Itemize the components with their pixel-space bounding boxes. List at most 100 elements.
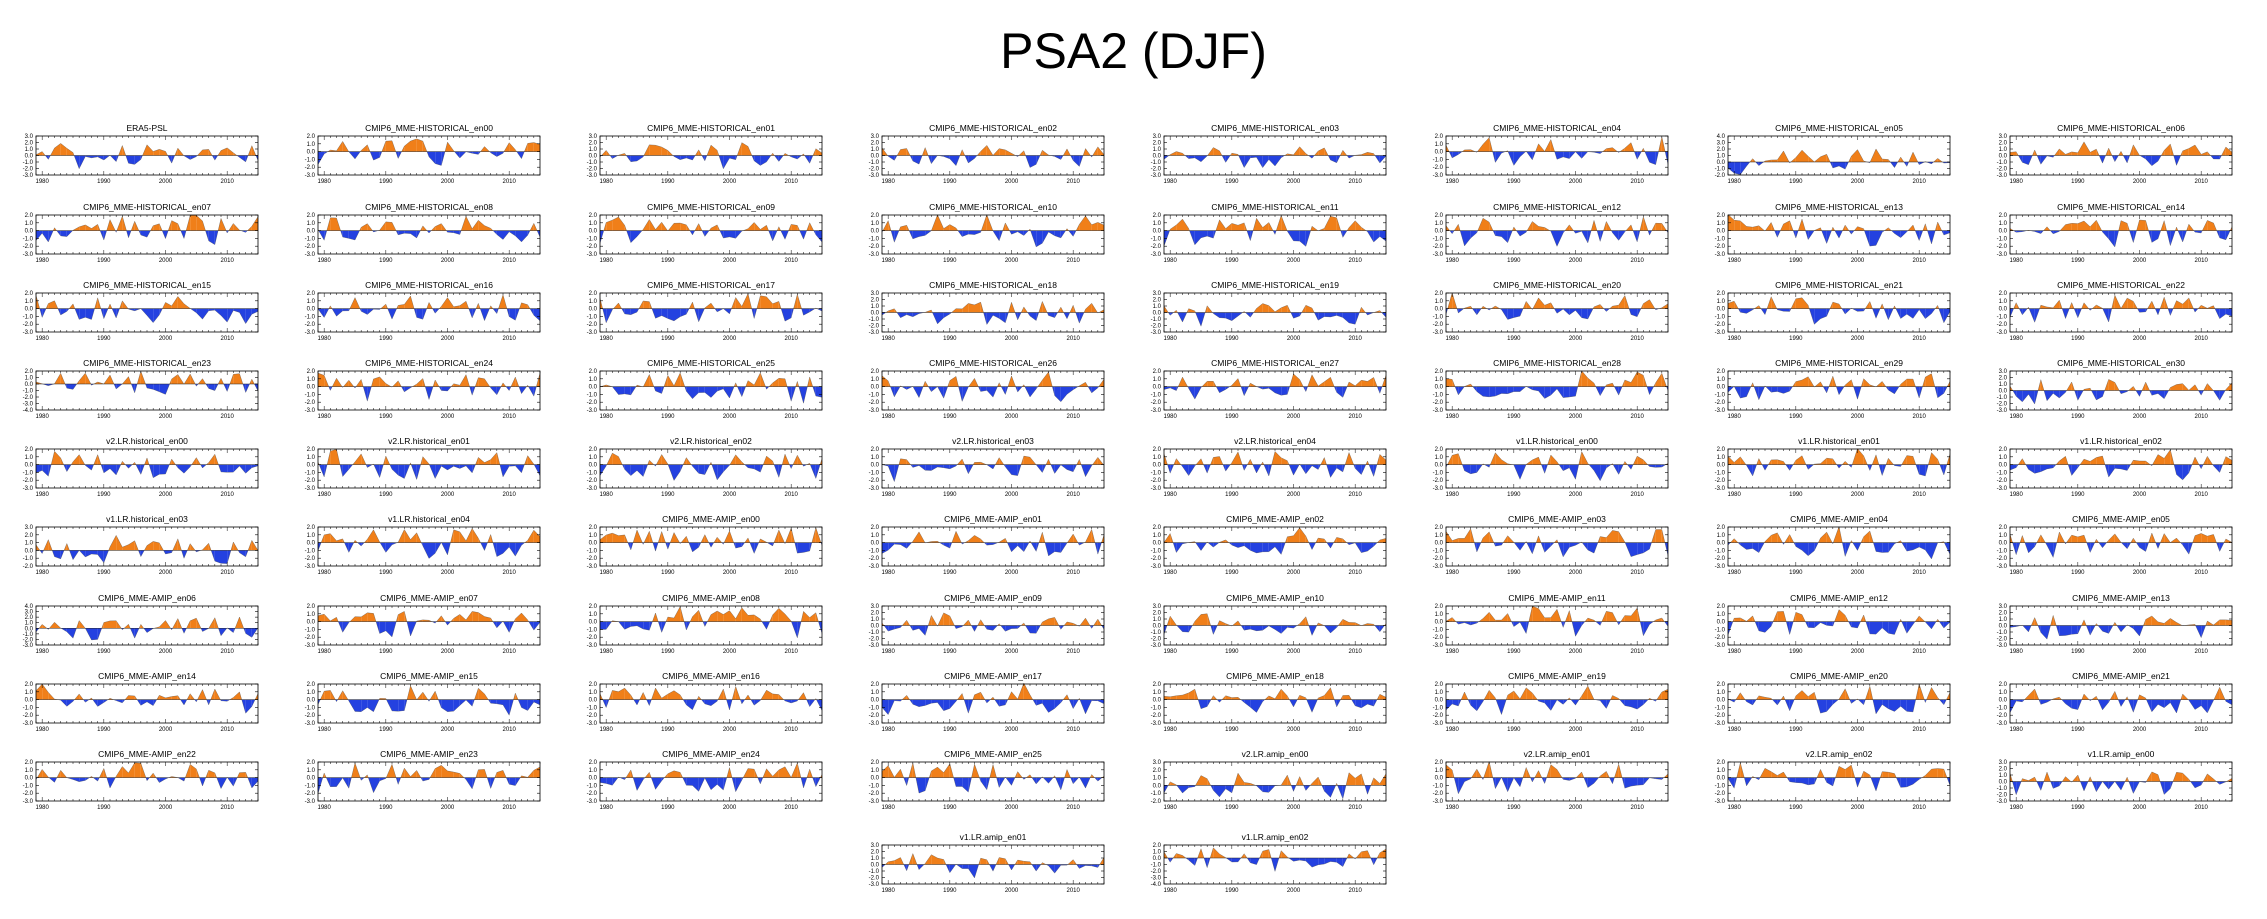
y-tick-label: -2.0 xyxy=(305,165,316,171)
x-tick-label: 2010 xyxy=(1630,258,1644,264)
positive-area xyxy=(1740,220,1747,231)
positive-area xyxy=(766,296,773,309)
positive-area xyxy=(1857,226,1864,231)
negative-area xyxy=(66,230,73,237)
negative-area xyxy=(626,230,631,243)
negative-area xyxy=(2219,230,2226,240)
positive-area xyxy=(1287,153,1294,156)
negative-area xyxy=(1024,386,1030,398)
y-tick-label: -1.0 xyxy=(23,236,34,242)
negative-area xyxy=(1839,386,1845,395)
negative-area xyxy=(791,308,794,318)
positive-area xyxy=(655,222,662,231)
negative-area xyxy=(2151,155,2158,166)
positive-area xyxy=(221,147,228,156)
negative-area xyxy=(1740,162,1747,175)
panel-CMIP6_MME-HISTORICAL_en02: CMIP6_MME-HISTORICAL_en02 3.0 2.0 1.0 0.0 -1.… xyxy=(850,120,1112,193)
positive-area xyxy=(1276,215,1282,231)
positive-area xyxy=(190,215,197,231)
y-tick-label: 1.0 xyxy=(1435,299,1444,305)
x-tick-label: 2000 xyxy=(1287,258,1301,264)
negative-area xyxy=(1644,151,1650,163)
y-tick-label: -2.0 xyxy=(869,167,880,173)
negative-area xyxy=(1777,308,1784,312)
positive-area xyxy=(1947,381,1950,387)
x-tick-label: 2010 xyxy=(220,336,234,342)
y-tick-label: -3.0 xyxy=(305,330,316,336)
negative-area xyxy=(1452,151,1459,158)
positive-area xyxy=(1170,151,1177,156)
negative-area xyxy=(2053,230,2060,234)
x-tick-label: 2000 xyxy=(1287,414,1301,420)
negative-area xyxy=(318,151,325,165)
y-tick-label: -2.0 xyxy=(1433,400,1444,406)
positive-area xyxy=(689,302,693,309)
y-tick-label: 4.0 xyxy=(1717,134,1726,140)
positive-area xyxy=(1097,222,1104,231)
x-tick-label: 1990 xyxy=(97,258,111,264)
positive-area xyxy=(459,301,466,309)
panel-title: ERA5-PSL xyxy=(126,123,167,133)
x-tick-label: 1980 xyxy=(1727,336,1741,342)
panel-chart: CMIP6_MME-HISTORICAL_en28 2.0 1.0 0.0-1.0 -2… xyxy=(1433,358,1669,420)
y-tick-label: -1.0 xyxy=(1151,392,1162,398)
negative-area xyxy=(227,308,234,323)
negative-area xyxy=(1060,155,1064,160)
positive-area xyxy=(373,376,380,387)
y-tick-label: -2.0 xyxy=(1997,402,2008,408)
positive-area xyxy=(1913,379,1916,387)
negative-area xyxy=(1853,386,1858,400)
positive-area xyxy=(1446,378,1453,387)
panel-chart: CMIP6_MME-HISTORICAL_en06 3.02.01.00.0-1.… xyxy=(1997,123,2233,185)
negative-area xyxy=(928,386,932,392)
y-tick-label: 2.0 xyxy=(871,213,880,219)
positive-area xyxy=(2118,151,2121,156)
panel-chart: CMIP6_MME-HISTORICAL_en03 3.02.01.00.0-1.… xyxy=(1151,123,1387,185)
panel-title: CMIP6_MME-HISTORICAL_en00 xyxy=(365,123,493,133)
negative-area xyxy=(2028,390,2035,405)
negative-area xyxy=(435,308,440,314)
series-line xyxy=(35,215,259,245)
negative-area xyxy=(1839,162,1846,170)
negative-area xyxy=(943,312,950,318)
negative-area xyxy=(36,230,43,241)
x-tick-label: 1990 xyxy=(943,414,957,420)
series-line xyxy=(2009,219,2233,248)
x-tick-label: 1990 xyxy=(661,414,675,420)
y-tick-label: 0.0 xyxy=(1435,307,1444,313)
negative-area xyxy=(1001,386,1006,395)
panel-chart: CMIP6_MME-HISTORICAL_en01 3.02.01.00.0-1.… xyxy=(587,123,823,185)
negative-area xyxy=(1379,230,1386,242)
negative-area xyxy=(239,155,246,162)
y-tick-label: 1.0 xyxy=(25,299,34,305)
negative-area xyxy=(1216,386,1220,393)
negative-area xyxy=(909,230,913,239)
x-tick-label: 2010 xyxy=(1066,179,1080,185)
negative-area xyxy=(2102,230,2109,239)
negative-area xyxy=(2074,390,2078,401)
positive-area xyxy=(999,148,1006,156)
panel-title: CMIP6_MME-HISTORICAL_en22 xyxy=(2057,280,2185,290)
negative-area xyxy=(1213,312,1220,318)
y-tick-label: 0.0 xyxy=(1153,229,1162,235)
positive-area xyxy=(801,153,804,156)
negative-area xyxy=(2158,155,2162,162)
negative-area xyxy=(1795,230,1799,239)
y-tick-label: -1.0 xyxy=(1433,236,1444,242)
panel-title: CMIP6_MME-HISTORICAL_en30 xyxy=(2057,358,2185,368)
negative-area xyxy=(2158,230,2161,239)
x-tick-label: 2000 xyxy=(441,336,455,342)
positive-area xyxy=(2170,384,2177,391)
negative-area xyxy=(1532,151,1536,160)
negative-area xyxy=(919,230,926,237)
y-tick-label: 2.0 xyxy=(871,369,880,375)
positive-area xyxy=(1219,150,1222,156)
positive-area xyxy=(1169,229,1171,231)
y-tick-label: 1.0 xyxy=(1999,147,2008,153)
negative-area xyxy=(1891,230,1895,234)
y-tick-label: -2.0 xyxy=(869,324,880,330)
negative-area xyxy=(1606,308,1610,312)
panel-chart: CMIP6_MME-HISTORICAL_en25 2.0 1.0 0.0-1.0 -2… xyxy=(587,358,823,420)
positive-area xyxy=(1624,379,1631,387)
y-tick-label: 1.0 xyxy=(307,377,316,383)
